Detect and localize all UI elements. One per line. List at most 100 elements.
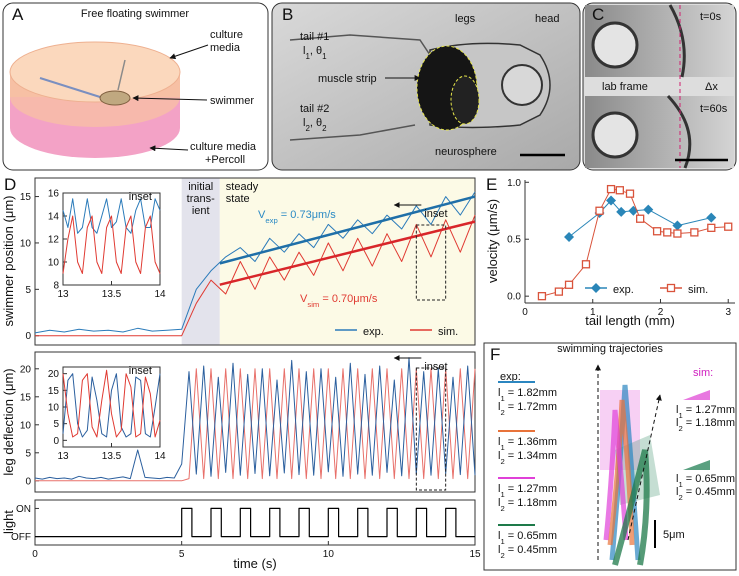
y-axis-label: velocity (μm/s) (485, 199, 500, 283)
head (591, 21, 639, 69)
x-axis-label: tail length (mm) (585, 313, 675, 328)
label: tail #1 (300, 31, 329, 43)
label-part: = 1.27mm (505, 483, 557, 495)
x-tick-label: 0 (522, 307, 528, 318)
marker (707, 223, 716, 232)
series-line (35, 214, 476, 337)
panel-title: Free floating swimmer (81, 8, 190, 20)
y-tick-label: 20 (48, 369, 60, 380)
x-tick-label: 15 (469, 549, 481, 560)
marker (666, 283, 676, 293)
label-part: l (498, 450, 500, 462)
panel-label: B (282, 5, 293, 24)
callout: +Percoll (205, 154, 245, 166)
inset-box (415, 224, 447, 301)
swimmer-tail (117, 59, 126, 91)
label-part: 1 (500, 443, 504, 452)
label: l (303, 45, 305, 57)
marker (581, 260, 591, 269)
marker (663, 228, 672, 237)
label: l1 = 1.82mm (498, 387, 557, 403)
x-tick-label: 13 (57, 289, 69, 300)
label-part: V (258, 209, 266, 221)
y-tick-label: 15 (48, 386, 60, 397)
label: head (535, 13, 559, 25)
legend-label: sim. (438, 326, 458, 338)
y-axis-label: leg deflection (μm) (1, 368, 16, 475)
y-tick-label: 10 (20, 238, 32, 249)
label: 1 (322, 52, 327, 61)
label-part: 2 (500, 504, 504, 513)
series-line (541, 188, 729, 297)
label-part: = 1.18mm (683, 417, 735, 429)
panel-f: F swimming trajectories exp: sim: 5μm (483, 342, 737, 571)
panel-title: swimming trajectories (557, 343, 663, 355)
label: , θ (310, 117, 322, 129)
label-part: 2 (500, 551, 504, 560)
y-tick-label: 1.0 (507, 178, 521, 189)
tail-outline (289, 34, 431, 141)
marker (616, 206, 627, 217)
label-part: l (676, 473, 678, 485)
marker (564, 231, 575, 242)
panel-label: D (4, 175, 16, 194)
callout: media (210, 42, 241, 54)
panel-c: C t=0s lab frame Δx t=60s (582, 2, 737, 171)
inset-title: inset (129, 191, 152, 203)
label-part: 1 (678, 480, 682, 489)
y-tick-label: 0 (25, 331, 31, 342)
inset-label: inset (424, 208, 447, 220)
label: 2 (305, 124, 310, 133)
region-label: trans- (187, 193, 215, 205)
y-tick-label: 16 (48, 189, 60, 200)
y-tick-label: 0 (25, 476, 31, 487)
label: Vsim = 0.70μm/s (300, 293, 378, 309)
label-part: 1 (500, 537, 504, 546)
label-part: l (498, 436, 500, 448)
plot-frame (34, 177, 476, 346)
label-part: = 0.73μm/s (278, 209, 337, 221)
region-label: state (226, 193, 250, 205)
label: lab frame (602, 81, 648, 93)
label: l2 = 1.72mm (498, 401, 557, 417)
label: l2 = 1.34mm (498, 450, 557, 466)
y-tick-label: OFF (11, 532, 31, 543)
label-part: = 1.72mm (505, 401, 557, 413)
series-line (62, 198, 161, 234)
label: neurosphere (435, 146, 497, 158)
legend-label: exp. (363, 326, 384, 338)
marker (643, 204, 654, 215)
series-line (62, 369, 161, 438)
panel-label: E (486, 175, 497, 194)
label: l (303, 117, 305, 129)
label: l1, θ1 (303, 45, 327, 61)
x-tick-label: 5 (179, 549, 185, 560)
y-axis-label: light (1, 510, 16, 534)
callout: culture media (190, 141, 257, 153)
y-tick-label: 5 (53, 419, 59, 430)
label: exp: (500, 371, 521, 383)
label: l1 = 1.27mm (676, 404, 735, 420)
series-line (35, 507, 475, 538)
marker (595, 206, 604, 215)
marker (606, 195, 617, 206)
y-tick-label: 10 (20, 420, 32, 431)
callout: culture (210, 29, 243, 41)
fit-line (219, 195, 476, 265)
label: t=60s (700, 103, 728, 115)
series-line (34, 357, 476, 480)
label-part: exp (265, 216, 277, 225)
label-part: = 0.45mm (505, 544, 557, 556)
label-part: = 1.82mm (505, 387, 557, 399)
label-part: l (676, 417, 678, 429)
x-tick-label: 13 (57, 451, 69, 462)
swimmer-body (99, 90, 131, 106)
label: l1 = 0.65mm (498, 530, 557, 546)
legend-label: exp. (613, 284, 634, 296)
label-part: l (498, 401, 500, 413)
label: t=0s (700, 11, 722, 23)
label-part: sim (307, 300, 319, 309)
x-tick-label: 2 (658, 307, 664, 318)
inset-title: inset (129, 365, 152, 377)
series-line (35, 368, 476, 482)
